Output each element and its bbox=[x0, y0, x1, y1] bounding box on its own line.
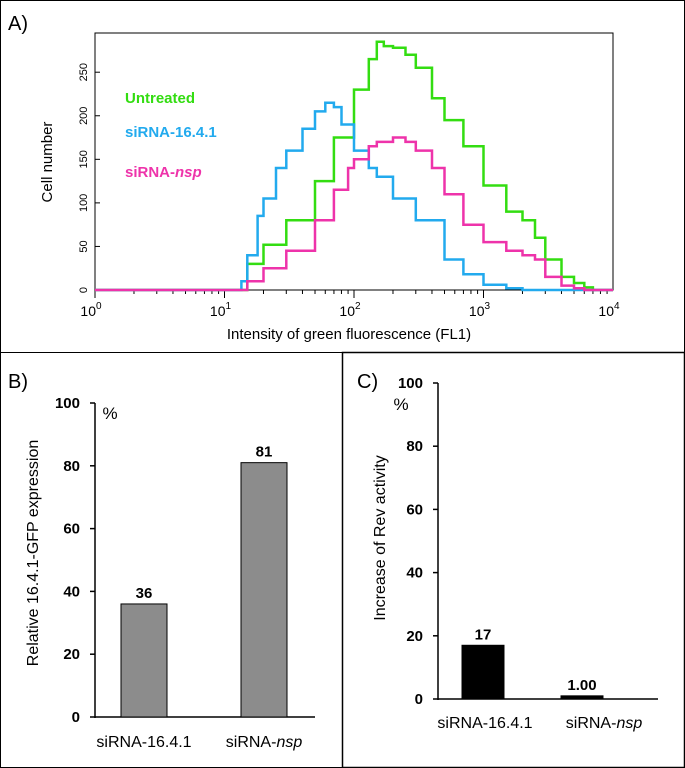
legend-entry-sirna-nsp-prefix: siRNA- bbox=[125, 164, 175, 181]
histogram-y-tick-label: 50 bbox=[78, 240, 90, 252]
histogram-x-axis-label: Intensity of green fluorescence (FL1) bbox=[227, 326, 471, 343]
histogram-x-tick-exponent: 1 bbox=[226, 301, 232, 312]
panel-c-category-sirna-1641: siRNA-16.4.1 bbox=[437, 715, 532, 732]
histogram-x-tick-label: 102 bbox=[339, 301, 361, 319]
panel-b-value-label-sirna-nsp: 81 bbox=[256, 444, 273, 461]
histogram-x-tick-base: 10 bbox=[80, 303, 96, 319]
panel-c-label: C) bbox=[357, 371, 378, 393]
panel-b-y-ticks: 0 20 40 60 80 100 bbox=[55, 395, 95, 726]
c-y-tick-label: 80 bbox=[406, 438, 423, 455]
panel-c-frame bbox=[341, 351, 685, 768]
panel-b-bars bbox=[120, 462, 288, 718]
panel-b-value-label-sirna-1641: 36 bbox=[136, 585, 153, 602]
b-bar-0 bbox=[120, 603, 168, 718]
panel-b-category-sirna-nsp: siRNA-nsp bbox=[226, 734, 303, 751]
legend-entry-untreated: Untreated bbox=[125, 90, 195, 107]
panel-a-label: A) bbox=[8, 13, 28, 35]
panel-b-unit-label: % bbox=[102, 404, 117, 423]
panel-c-category-1-italic: nsp bbox=[616, 715, 642, 732]
panel-c-unit-label: % bbox=[393, 395, 408, 414]
histogram-x-tick-exponent: 2 bbox=[355, 301, 361, 312]
legend-entry-sirna-1641: siRNA-16.4.1 bbox=[125, 124, 217, 141]
c-y-tick-label: 20 bbox=[406, 628, 423, 645]
panel-c-value-label-sirna-1641: 17 bbox=[475, 626, 492, 643]
panel-b-category-sirna-1641: siRNA-16.4.1 bbox=[96, 734, 191, 751]
histogram-x-tick-exponent: 3 bbox=[485, 301, 491, 312]
bar-panel-c: C) % Increase of Rev activity 0 20 40 60 80 1… bbox=[357, 371, 658, 732]
panel-b-category-1-italic: nsp bbox=[276, 734, 302, 751]
histogram-y-tick-label: 200 bbox=[78, 107, 90, 125]
panel-b-y-axis-label: Relative 16.4.1-GFP expression bbox=[25, 440, 42, 666]
histogram-x-tick-base: 10 bbox=[210, 303, 226, 319]
panel-c-category-sirna-nsp: siRNA-nsp bbox=[566, 715, 643, 732]
panel-b-category-0-prefix: siRNA-16.4.1 bbox=[96, 734, 191, 751]
b-y-tick-label: 80 bbox=[63, 458, 80, 475]
c-bar-1 bbox=[560, 695, 604, 700]
bar-panel-b: B) % Relative 16.4.1-GFP expression 0 20 4… bbox=[8, 371, 315, 751]
panel-b-value-labels: 36 81 bbox=[136, 444, 273, 602]
histogram-y-tick-label: 150 bbox=[78, 150, 90, 168]
panel-c-value-label-sirna-nsp: 1.00 bbox=[567, 677, 596, 694]
histogram-x-tick-label: 100 bbox=[80, 301, 102, 319]
histogram-series-sirna-nsp bbox=[95, 136, 613, 292]
panel-c-y-ticks: 0 20 40 60 80 100 bbox=[398, 375, 438, 708]
histogram-y-tick-label: 0 bbox=[78, 287, 90, 293]
panel-c-category-1-prefix: siRNA- bbox=[566, 715, 617, 732]
legend-entry-sirna-nsp: siRNA-nsp bbox=[125, 164, 202, 181]
panel-b-category-1-prefix: siRNA- bbox=[226, 734, 277, 751]
histogram-y-axis-label: Cell number bbox=[39, 122, 56, 203]
panel-b-frame bbox=[0, 352, 343, 768]
b-y-tick-label: 20 bbox=[63, 646, 80, 663]
legend-entry-sirna-nsp-italic: nsp bbox=[175, 164, 202, 181]
histogram-legend: Untreated siRNA-16.4.1 siRNA-nsp bbox=[125, 90, 217, 181]
b-y-tick-label: 0 bbox=[72, 709, 80, 726]
c-y-tick-label: 100 bbox=[398, 375, 423, 392]
b-bar-1 bbox=[240, 462, 288, 718]
histogram-x-tick-base: 10 bbox=[469, 303, 485, 319]
histogram-series-untreated bbox=[95, 40, 613, 292]
histogram-x-ticks: 100 101 102 103 104 bbox=[80, 290, 620, 319]
panel-c-y-axis-label: Increase of Rev activity bbox=[372, 455, 389, 620]
histogram-x-tick-label: 103 bbox=[469, 301, 491, 319]
c-y-tick-label: 40 bbox=[406, 565, 423, 582]
histogram-y-tick-label: 100 bbox=[78, 194, 90, 212]
panel-b-label: B) bbox=[8, 371, 28, 393]
b-y-tick-label: 100 bbox=[55, 395, 80, 412]
histogram-x-tick-base: 10 bbox=[339, 303, 355, 319]
b-y-tick-label: 60 bbox=[63, 521, 80, 538]
panel-a-frame bbox=[0, 0, 685, 353]
histogram-x-tick-base: 10 bbox=[598, 303, 614, 319]
histogram-x-tick-label: 101 bbox=[210, 301, 232, 319]
c-y-tick-label: 60 bbox=[406, 501, 423, 518]
panel-c-bars bbox=[461, 644, 604, 700]
histogram-series-sirna-16-4-1 bbox=[95, 101, 613, 292]
b-y-tick-label: 40 bbox=[63, 583, 80, 600]
histogram-y-ticks: 0 50 100 150 200 250 bbox=[78, 63, 100, 293]
c-bar-0 bbox=[461, 644, 505, 700]
histogram-x-tick-exponent: 4 bbox=[614, 301, 620, 312]
histogram-y-tick-label: 250 bbox=[78, 63, 90, 81]
histogram-x-tick-label: 104 bbox=[598, 301, 620, 319]
panel-c-category-0-prefix: siRNA-16.4.1 bbox=[437, 715, 532, 732]
panel-c-value-labels: 17 1.00 bbox=[475, 626, 597, 694]
histogram-series bbox=[95, 40, 613, 292]
c-y-tick-label: 0 bbox=[415, 691, 423, 708]
histogram-x-tick-exponent: 0 bbox=[96, 301, 102, 312]
